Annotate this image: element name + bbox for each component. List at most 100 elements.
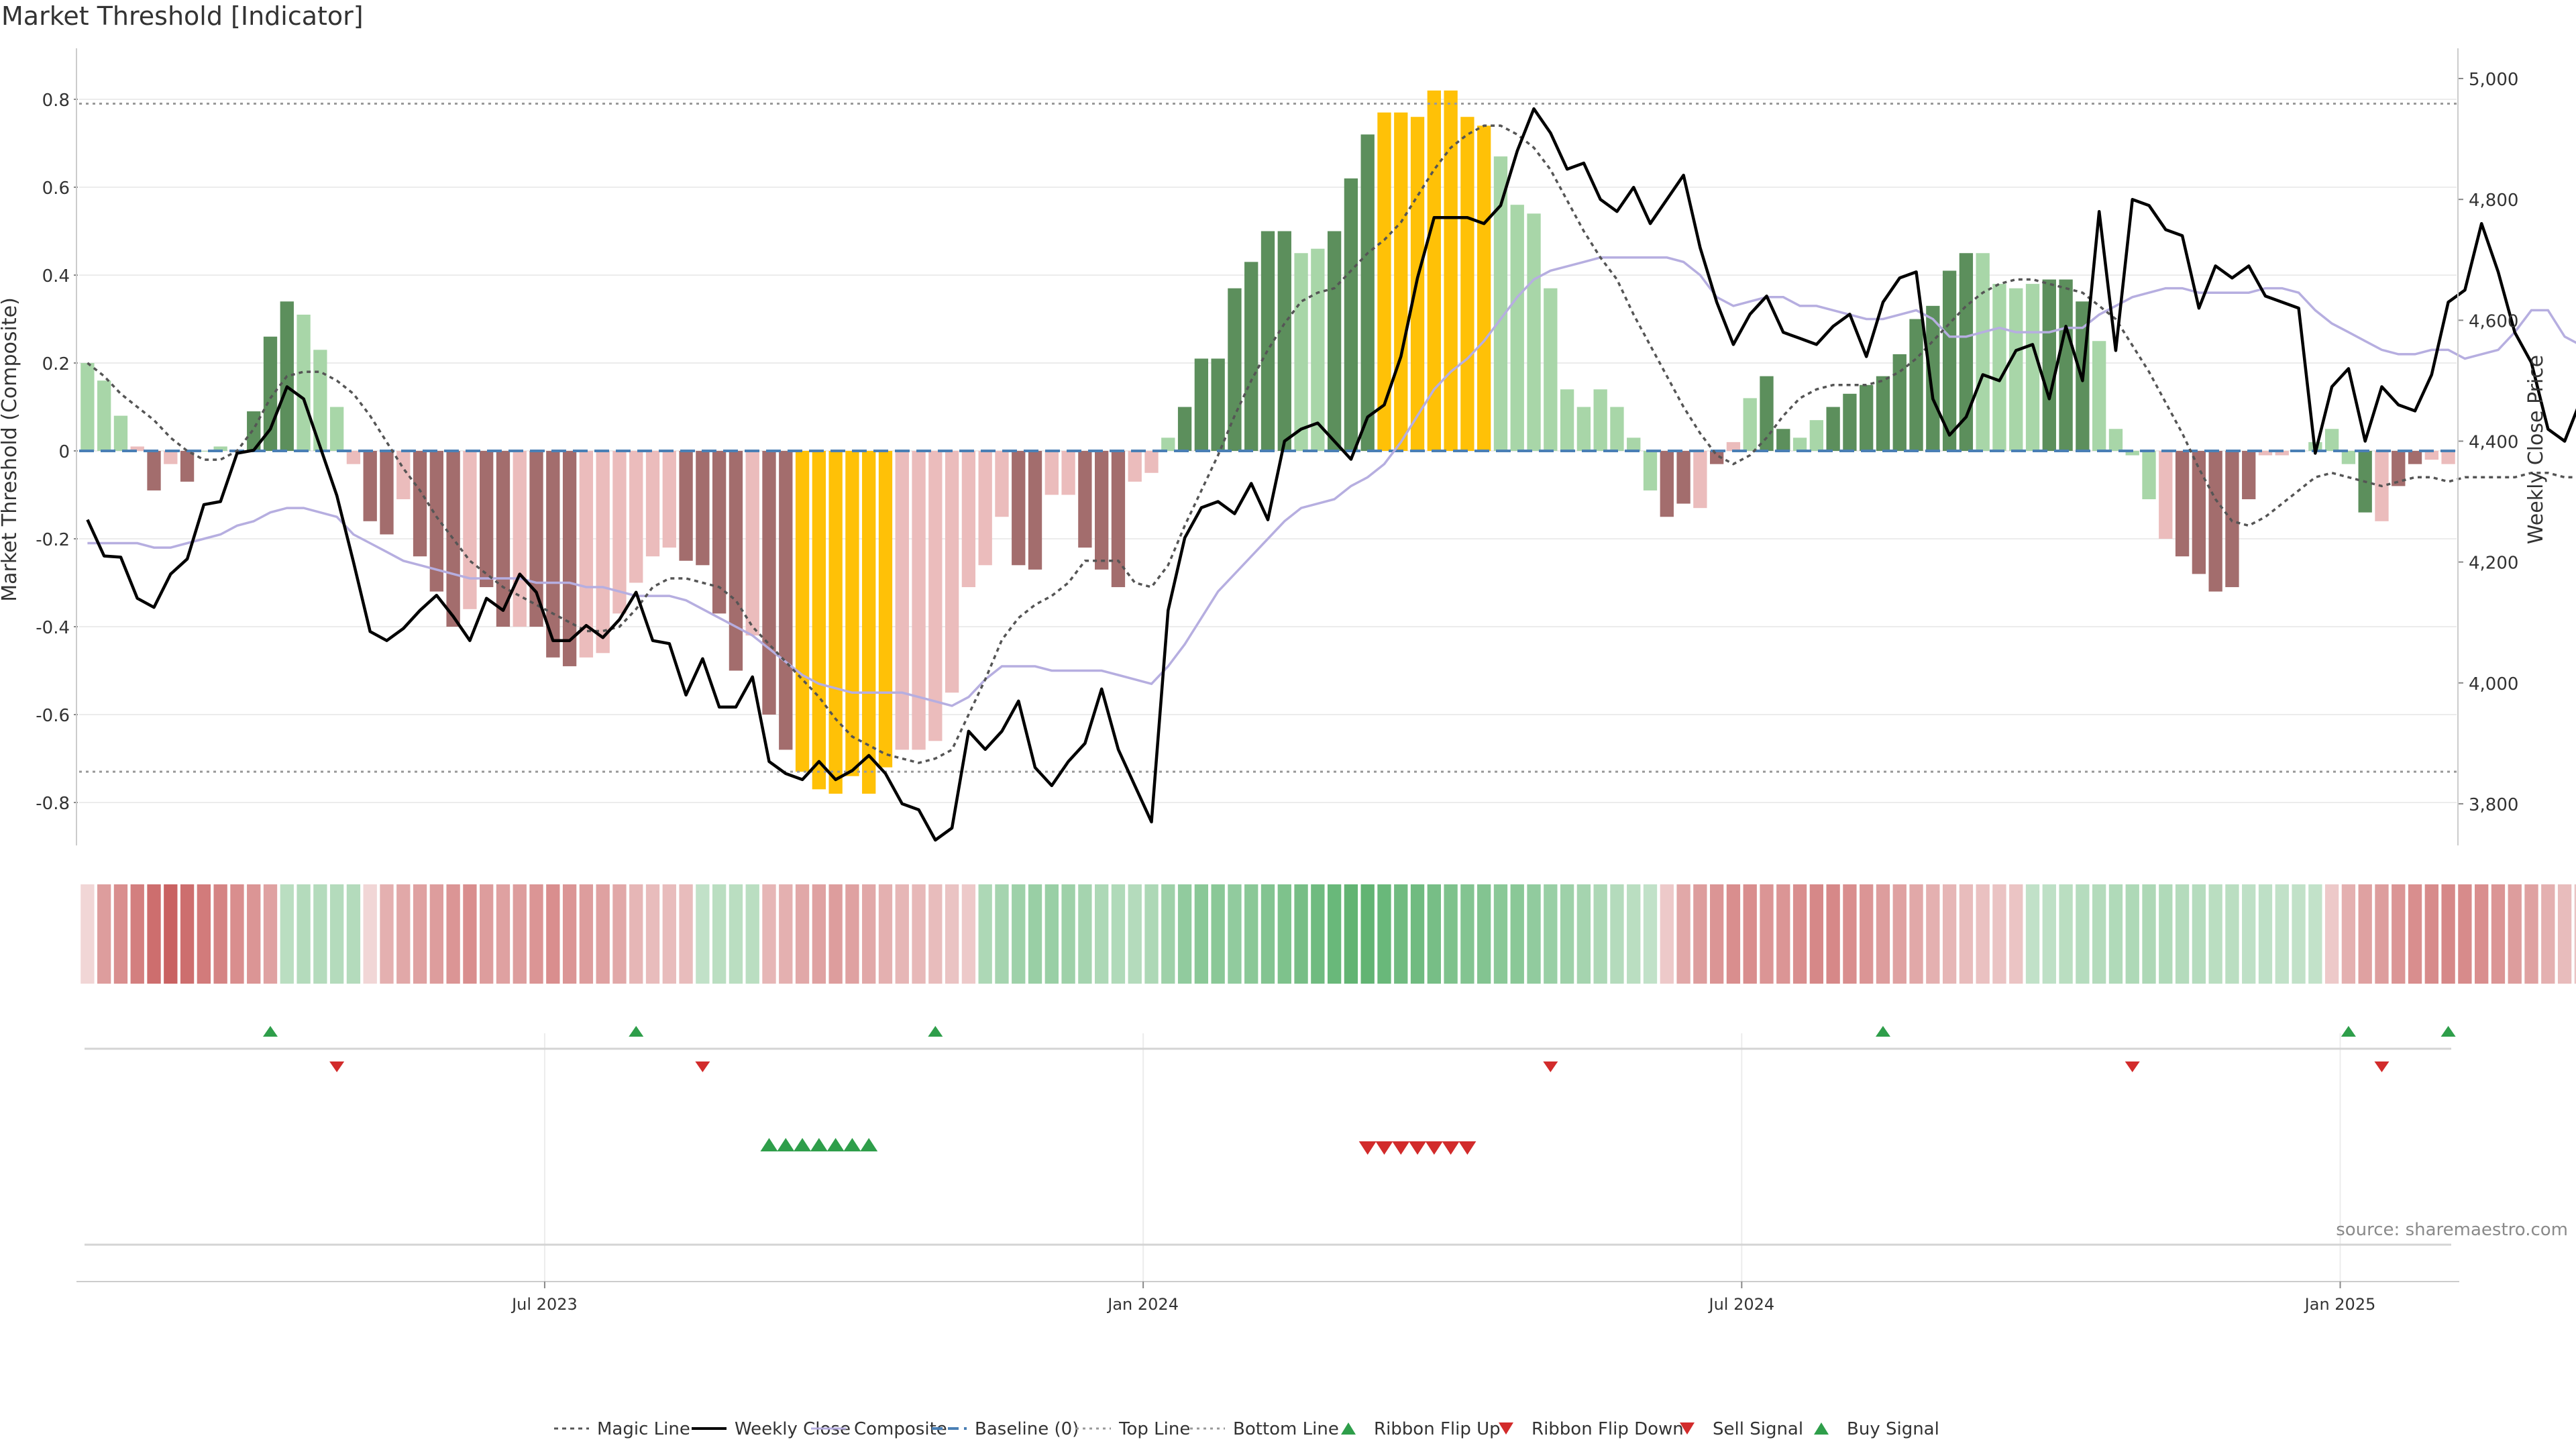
- composite-bar: [1726, 442, 1741, 451]
- ribbon-cell: [1144, 884, 1159, 984]
- composite-bar: [1044, 451, 1059, 495]
- tick-label-right: 5,000: [2469, 70, 2518, 90]
- ribbon-cell: [596, 884, 610, 984]
- ribbon-cell: [1394, 884, 1408, 984]
- ribbon-cell: [363, 884, 377, 984]
- ribbon-flip-down-marker: [2374, 1061, 2390, 1072]
- ribbon-cell: [1576, 884, 1591, 984]
- composite-bar: [2042, 279, 2056, 451]
- ribbon-cell: [1876, 884, 1890, 984]
- ribbon-cell: [1743, 884, 1757, 984]
- ribbon-cell: [795, 884, 810, 984]
- ribbon-cell: [579, 884, 594, 984]
- ribbon-cell: [546, 884, 560, 984]
- composite-bar: [2159, 451, 2173, 539]
- ribbon-cell: [2375, 884, 2389, 984]
- composite-bars: [80, 90, 2455, 794]
- composite-bar: [1277, 231, 1291, 451]
- ribbon-cell: [961, 884, 976, 984]
- composite-bar: [1643, 451, 1658, 490]
- tick-label-left: -0.2: [36, 530, 70, 550]
- composite-bar: [1344, 178, 1358, 451]
- ribbon-cell: [1277, 884, 1291, 984]
- composite-bar: [1809, 420, 1824, 451]
- ribbon-cell: [1044, 884, 1059, 984]
- composite-bar: [429, 451, 444, 592]
- ribbon-cell: [513, 884, 527, 984]
- composite-bar: [1144, 451, 1159, 473]
- buy-signal-marker: [860, 1138, 878, 1151]
- composite-bar: [1211, 358, 1225, 451]
- composite-bar: [1627, 437, 1641, 451]
- composite-bar: [80, 363, 95, 451]
- buy-signal-marker: [777, 1138, 795, 1151]
- composite-bar: [1843, 393, 1857, 451]
- y-axis-label-left: Market Threshold (Composite): [0, 297, 21, 602]
- composite-bar: [446, 451, 460, 627]
- right-axis: 5,000 4,800 4,600 4,400 4,200 4,000 3,800: [2457, 48, 2518, 845]
- ribbon-cell: [1493, 884, 1508, 984]
- ribbon-cell: [463, 884, 477, 984]
- composite-bar: [1260, 231, 1275, 451]
- legend-item: Ribbon Flip Up: [1341, 1419, 1501, 1439]
- composite-bar: [845, 451, 859, 776]
- ribbon-cell: [729, 884, 743, 984]
- ribbon-cell: [1709, 884, 1724, 984]
- composite-bar: [2208, 451, 2222, 592]
- composite-bar: [596, 451, 610, 654]
- ribbon-cell: [762, 884, 776, 984]
- sell-signal-marker: [1358, 1141, 1377, 1155]
- legend-swatch: [1680, 1422, 1695, 1435]
- tick-label-left: -0.6: [36, 706, 70, 726]
- legend-item: Bottom Line: [1190, 1419, 1339, 1439]
- ribbon-cell: [2225, 884, 2239, 984]
- ribbon-cell: [413, 884, 427, 984]
- composite-bar: [612, 451, 627, 614]
- ribbon-cell: [297, 884, 311, 984]
- tick-label-left: -0.8: [36, 794, 70, 814]
- composite-bar: [147, 451, 161, 490]
- composite-bar: [895, 451, 909, 750]
- composite-bar: [712, 451, 727, 614]
- composite-bar: [2275, 451, 2289, 456]
- composite-bar: [2059, 279, 2073, 451]
- composite-bar: [1477, 125, 1491, 452]
- ribbon-cell: [2358, 884, 2372, 984]
- composite-bar: [1360, 134, 1375, 451]
- ribbon-cell: [895, 884, 909, 984]
- legend-label: Sell Signal: [1713, 1419, 1803, 1439]
- composite-bar: [1826, 407, 1840, 451]
- ribbon-cell: [1959, 884, 1974, 984]
- ribbon-cell: [2341, 884, 2356, 984]
- ribbon-cell: [862, 884, 876, 984]
- composite-bar: [679, 451, 693, 561]
- ribbon-cell: [1926, 884, 1940, 984]
- legend-swatch: [1499, 1422, 1513, 1435]
- ribbon-cell: [612, 884, 627, 984]
- ribbon-flip-down-marker: [695, 1061, 710, 1072]
- composite-bar: [729, 451, 743, 671]
- composite-bar: [629, 451, 643, 583]
- composite-bar: [862, 451, 876, 794]
- composite-bar: [1860, 384, 1874, 451]
- ribbon-cell: [2424, 884, 2438, 984]
- ribbon-cell: [2076, 884, 2090, 984]
- ribbon-cell: [2025, 884, 2040, 984]
- ribbon-cell: [1294, 884, 1308, 984]
- ribbon-cell: [1128, 884, 1142, 984]
- ribbon-cell: [80, 884, 95, 984]
- tick-label-x: Jan 2024: [1106, 1295, 1179, 1314]
- ribbon-flip-down-marker: [329, 1061, 345, 1072]
- ribbon-cell: [2324, 884, 2339, 984]
- composite-bar: [779, 451, 793, 750]
- ribbon-cell: [1760, 884, 1774, 984]
- composite-bar: [1460, 117, 1474, 451]
- composite-bar: [2258, 451, 2273, 456]
- composite-bar: [1095, 451, 1109, 570]
- weekly-close-line: [86, 107, 2576, 842]
- legend-item: Buy Signal: [1814, 1419, 1939, 1439]
- ribbon-cell: [2059, 884, 2073, 984]
- ribbon-cell: [1643, 884, 1658, 984]
- legend-label: Composite: [854, 1419, 947, 1439]
